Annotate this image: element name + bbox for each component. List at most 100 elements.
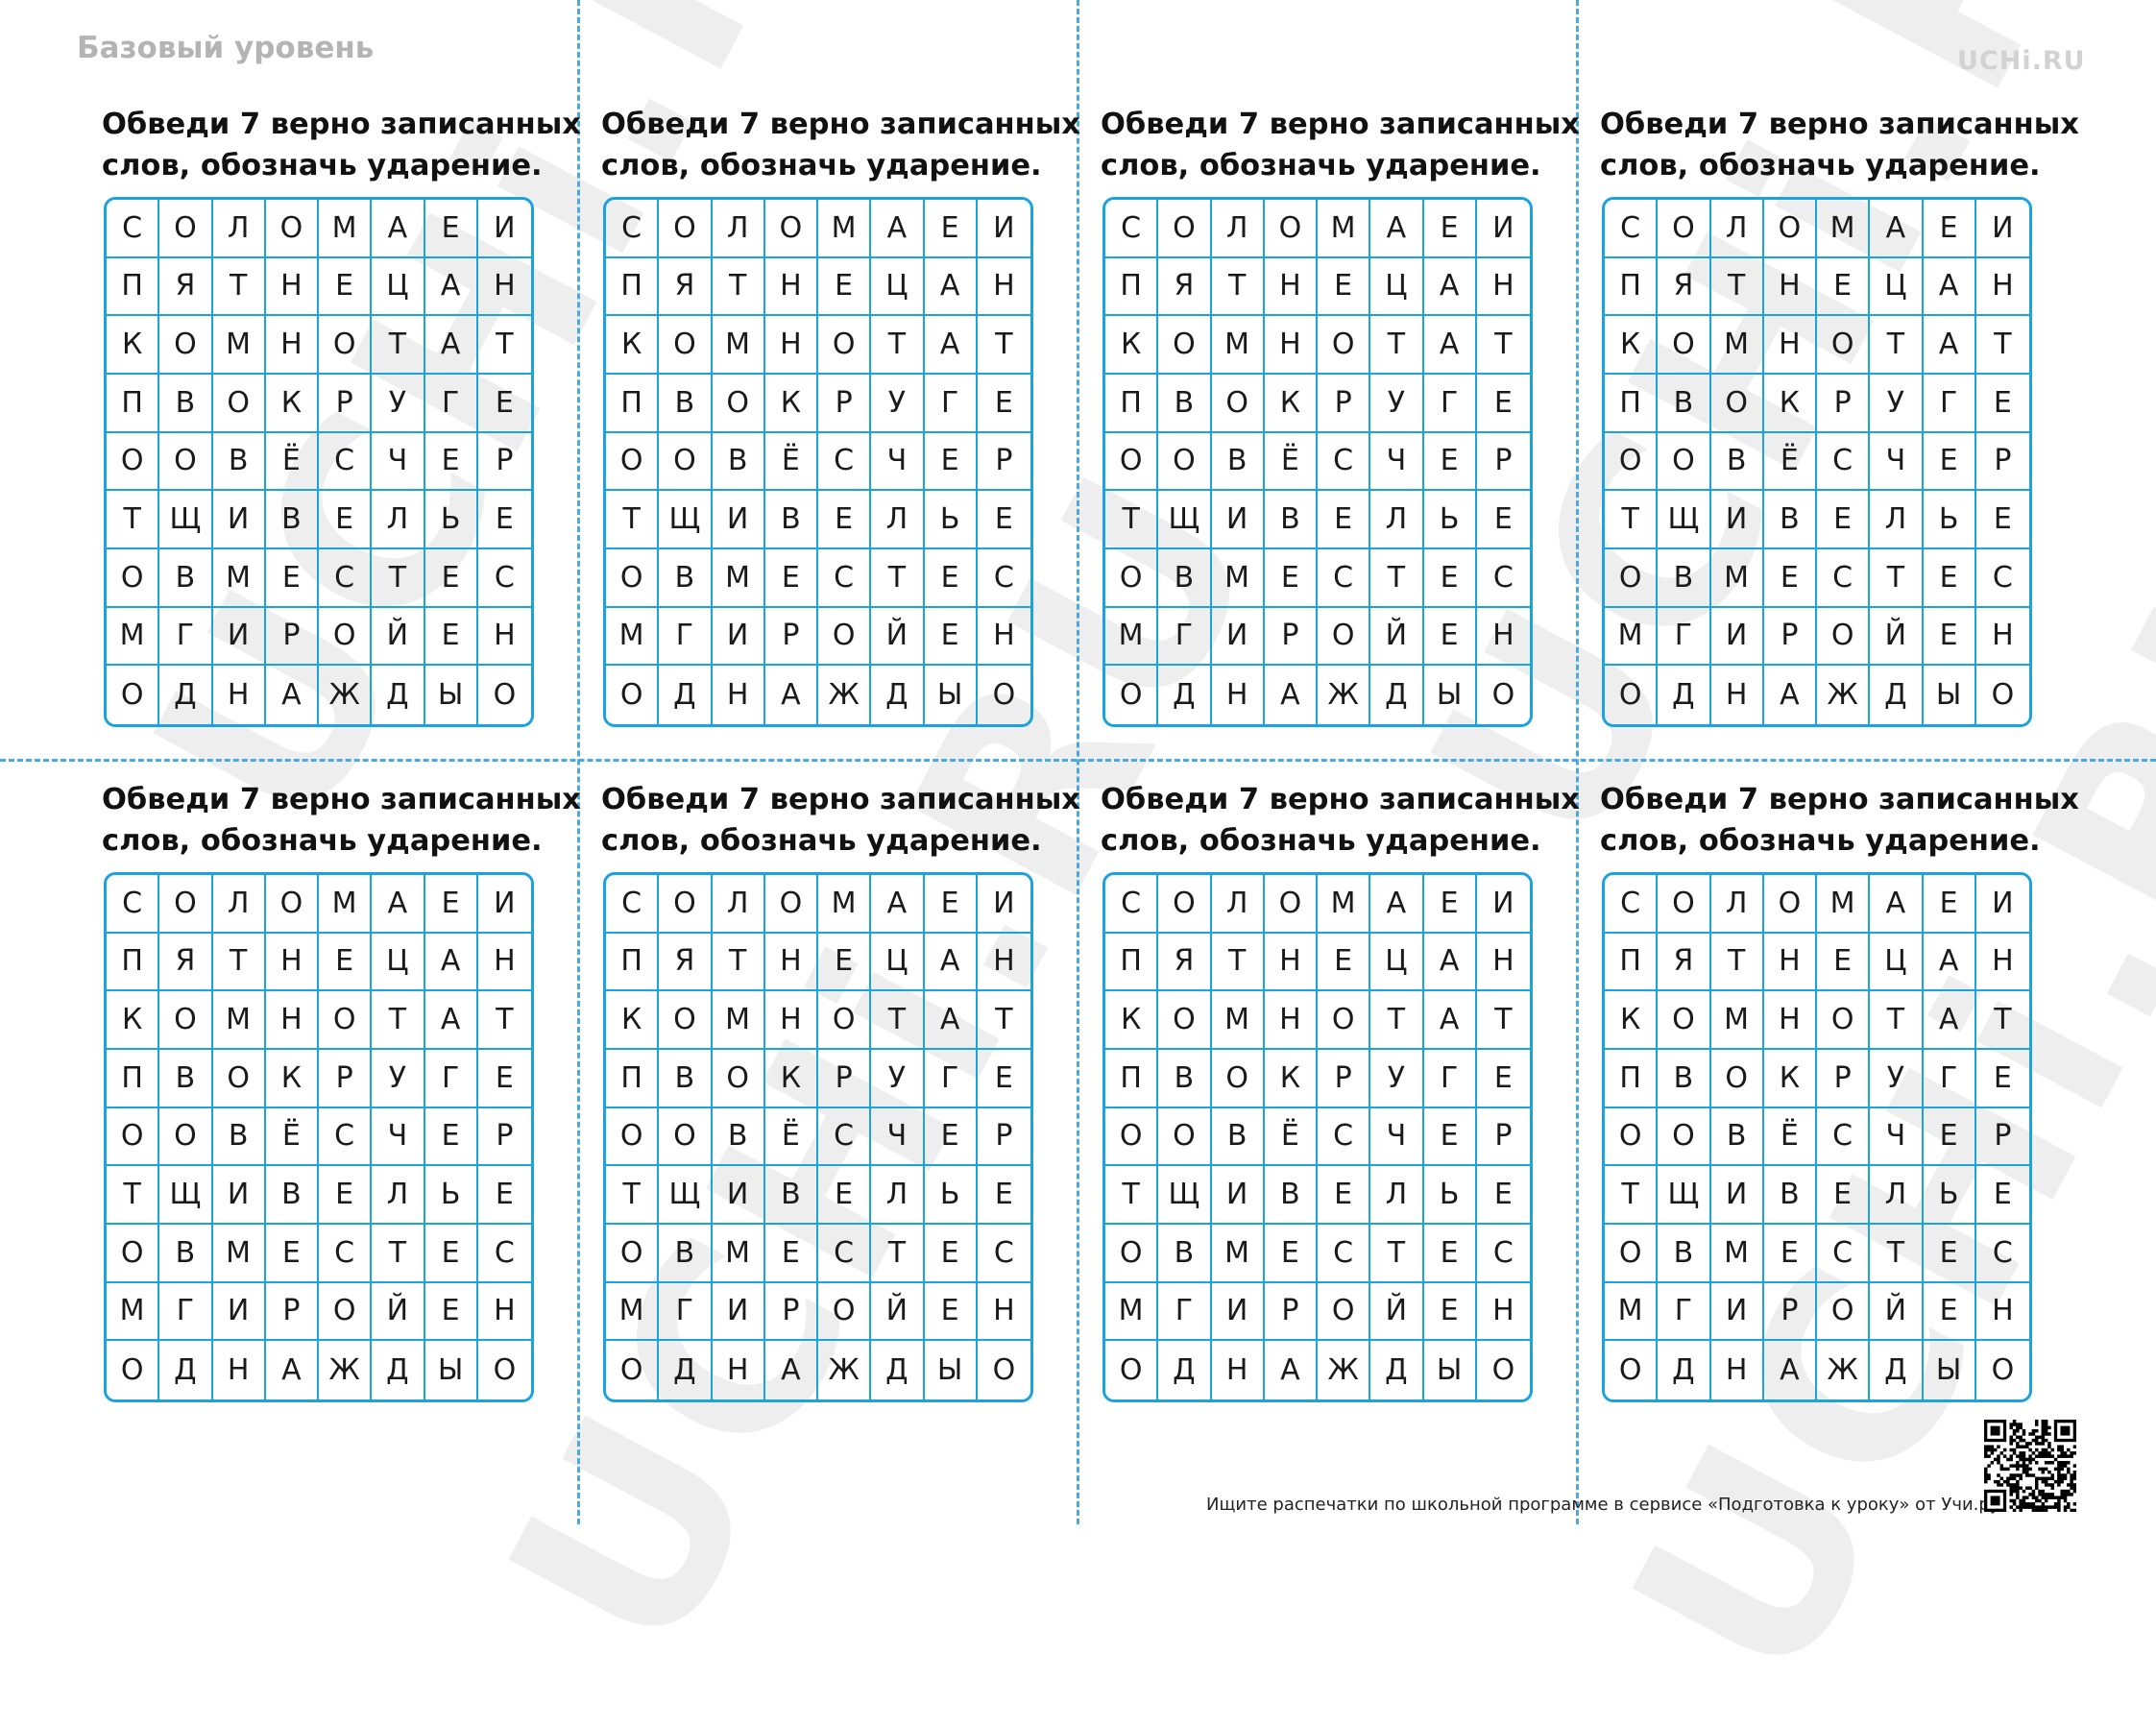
grid-cell[interactable]: И bbox=[1211, 491, 1265, 549]
grid-cell[interactable]: Р bbox=[1763, 607, 1817, 667]
grid-cell[interactable]: Ь bbox=[924, 491, 978, 549]
grid-cell[interactable]: С bbox=[818, 1225, 872, 1283]
grid-cell[interactable]: Т bbox=[1710, 933, 1764, 992]
grid-cell[interactable]: Т bbox=[712, 257, 765, 317]
grid-cell[interactable]: О bbox=[764, 875, 818, 934]
grid-cell[interactable]: Е bbox=[1423, 1282, 1477, 1342]
grid-cell[interactable]: Ё bbox=[265, 1107, 319, 1167]
grid-cell[interactable]: Н bbox=[1476, 934, 1530, 992]
grid-cell[interactable]: Т bbox=[1370, 991, 1424, 1050]
grid-cell[interactable]: А bbox=[1423, 933, 1477, 992]
grid-cell[interactable]: Е bbox=[1423, 607, 1477, 667]
grid-cell[interactable]: Й bbox=[372, 607, 425, 667]
grid-cell[interactable]: В bbox=[1658, 1050, 1711, 1108]
grid-cell[interactable]: Т bbox=[871, 991, 925, 1050]
grid-cell[interactable]: О bbox=[1658, 200, 1711, 258]
grid-cell[interactable]: П bbox=[107, 1050, 160, 1108]
grid-cell[interactable]: Р bbox=[477, 433, 531, 492]
grid-cell[interactable]: Л bbox=[1211, 875, 1265, 934]
grid-cell[interactable]: Т bbox=[372, 316, 425, 375]
grid-cell[interactable]: Е bbox=[1817, 1166, 1871, 1225]
grid-cell[interactable]: Й bbox=[1370, 607, 1424, 667]
grid-cell[interactable]: К bbox=[1763, 1050, 1817, 1108]
grid-cell[interactable]: Ч bbox=[871, 432, 925, 492]
grid-cell[interactable]: О bbox=[159, 432, 213, 492]
grid-cell[interactable]: Щ bbox=[1658, 491, 1711, 549]
grid-cell[interactable]: С bbox=[1318, 549, 1371, 608]
grid-cell[interactable]: Е bbox=[1975, 1166, 2029, 1225]
grid-cell[interactable]: О bbox=[818, 607, 872, 667]
grid-cell[interactable]: О bbox=[1763, 875, 1817, 934]
grid-cell[interactable]: В bbox=[1658, 1225, 1711, 1283]
grid-cell[interactable]: С bbox=[1605, 875, 1659, 934]
grid-cell[interactable]: Т bbox=[477, 991, 531, 1050]
grid-cell[interactable]: Ь bbox=[1923, 491, 1976, 549]
grid-cell[interactable]: М bbox=[1817, 200, 1871, 258]
grid-cell[interactable]: И bbox=[1975, 875, 2029, 934]
grid-cell[interactable]: Д bbox=[1870, 1341, 1924, 1399]
grid-cell[interactable]: А bbox=[266, 1341, 319, 1399]
grid-cell[interactable]: П bbox=[1105, 933, 1159, 992]
grid-cell[interactable]: И bbox=[712, 1166, 765, 1225]
grid-cell[interactable]: А bbox=[424, 933, 478, 992]
grid-cell[interactable]: Е bbox=[1423, 1107, 1477, 1167]
grid-cell[interactable]: Д bbox=[659, 666, 713, 724]
grid-cell[interactable]: А bbox=[372, 200, 425, 258]
grid-cell[interactable]: Т bbox=[1105, 1166, 1159, 1225]
grid-cell[interactable]: У bbox=[1870, 1050, 1924, 1108]
grid-cell[interactable]: И bbox=[977, 200, 1030, 258]
grid-cell[interactable]: Т bbox=[1870, 1225, 1924, 1283]
grid-cell[interactable]: Ч bbox=[1870, 432, 1924, 492]
grid-cell[interactable]: П bbox=[1105, 257, 1159, 317]
grid-cell[interactable]: Е bbox=[424, 200, 478, 258]
grid-cell[interactable]: Е bbox=[1476, 1166, 1530, 1225]
grid-cell[interactable]: Г bbox=[424, 1050, 478, 1108]
grid-cell[interactable]: Н bbox=[1476, 608, 1530, 667]
grid-cell[interactable]: Л bbox=[372, 1166, 425, 1225]
grid-cell[interactable]: Р bbox=[1264, 1282, 1318, 1342]
grid-cell[interactable]: Ё bbox=[1264, 432, 1318, 492]
grid-cell[interactable]: А bbox=[372, 875, 425, 934]
grid-cell[interactable]: А bbox=[1764, 666, 1817, 724]
grid-cell[interactable]: В bbox=[1763, 491, 1817, 549]
grid-cell[interactable]: П bbox=[606, 257, 660, 317]
grid-cell[interactable]: Т bbox=[1476, 991, 1530, 1050]
grid-cell[interactable]: Е bbox=[764, 549, 818, 608]
grid-cell[interactable]: И bbox=[212, 1166, 266, 1225]
grid-cell[interactable]: Н bbox=[1763, 257, 1817, 317]
grid-cell[interactable]: Р bbox=[319, 1050, 373, 1108]
grid-cell[interactable]: Е bbox=[424, 549, 478, 608]
grid-cell[interactable]: С bbox=[107, 200, 160, 258]
grid-cell[interactable]: Ц bbox=[1370, 257, 1424, 317]
grid-cell[interactable]: О bbox=[1605, 1225, 1659, 1283]
grid-cell[interactable]: М bbox=[1211, 316, 1265, 375]
grid-cell[interactable]: Н bbox=[764, 257, 818, 317]
grid-cell[interactable]: М bbox=[107, 1282, 160, 1342]
grid-cell[interactable]: М bbox=[712, 549, 765, 608]
grid-cell[interactable]: А bbox=[424, 316, 478, 375]
grid-cell[interactable]: М bbox=[1211, 991, 1265, 1050]
grid-cell[interactable]: Д bbox=[1658, 1341, 1711, 1399]
grid-cell[interactable]: Ж bbox=[319, 666, 373, 724]
grid-cell[interactable]: С bbox=[319, 1107, 373, 1167]
grid-cell[interactable]: О bbox=[1158, 875, 1212, 934]
grid-cell[interactable]: К bbox=[764, 375, 818, 433]
grid-cell[interactable]: Р bbox=[818, 1050, 872, 1108]
grid-cell[interactable]: О bbox=[493, 678, 517, 713]
grid-cell[interactable]: К bbox=[1605, 991, 1659, 1050]
grid-cell[interactable]: А bbox=[1423, 991, 1477, 1050]
grid-cell[interactable]: Д bbox=[871, 666, 925, 724]
grid-cell[interactable]: О bbox=[265, 875, 319, 934]
grid-cell[interactable]: О bbox=[107, 1341, 160, 1399]
grid-cell[interactable]: А bbox=[1923, 933, 1976, 992]
grid-cell[interactable]: О bbox=[1105, 1225, 1159, 1283]
grid-cell[interactable]: Ь bbox=[924, 1166, 978, 1225]
grid-cell[interactable]: А bbox=[765, 666, 818, 724]
grid-cell[interactable]: Ы bbox=[925, 1341, 978, 1399]
grid-cell[interactable]: О bbox=[159, 1107, 213, 1167]
grid-cell[interactable]: Е bbox=[319, 933, 373, 992]
grid-cell[interactable]: Т bbox=[1870, 316, 1924, 375]
grid-cell[interactable]: С bbox=[1105, 200, 1159, 258]
grid-cell[interactable]: Е bbox=[424, 1225, 478, 1283]
grid-cell[interactable]: О bbox=[107, 1225, 160, 1283]
